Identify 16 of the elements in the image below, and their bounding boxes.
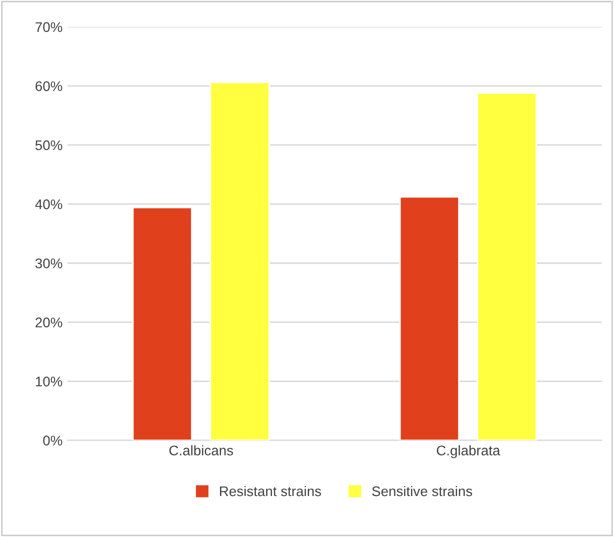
bar (399, 196, 460, 440)
bar (476, 92, 537, 440)
y-tick-label: 70% (36, 22, 62, 32)
legend-label: Sensitive strains (372, 486, 472, 496)
y-tick-label: 10% (36, 376, 62, 386)
x-tick-label: C.albicans (169, 445, 234, 456)
y-tick-label: 0% (43, 436, 62, 446)
legend-label: Resistant strains (220, 486, 322, 496)
bar (132, 206, 192, 440)
x-tick-label: C.glabrata (436, 445, 500, 458)
y-tick-label: 20% (36, 318, 62, 328)
y-tick-label: 40% (35, 199, 62, 210)
y-tick-label: 50% (35, 140, 62, 150)
y-tick-label: 30% (35, 258, 62, 268)
y-tick-label: 60% (36, 81, 62, 92)
bar (210, 82, 270, 440)
